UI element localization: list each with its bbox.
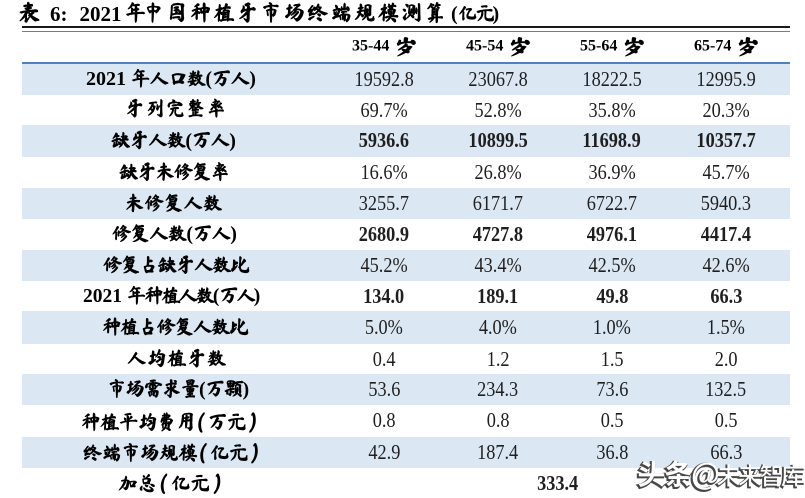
svg-text:35-44: 35-44 — [352, 38, 389, 55]
svg-text:65-74: 65-74 — [694, 38, 731, 55]
svg-text:(: ( — [186, 223, 193, 245]
svg-text:(: ( — [185, 130, 192, 152]
svg-text:(: ( — [213, 286, 220, 307]
svg-text:): ) — [493, 3, 500, 25]
svg-text:2021: 2021 — [86, 68, 126, 90]
svg-text:(: ( — [205, 68, 212, 90]
svg-text:): ) — [242, 379, 249, 401]
svg-text:(: ( — [199, 379, 206, 401]
svg-text:(: ( — [451, 3, 458, 25]
svg-text:2021: 2021 — [83, 286, 122, 307]
svg-text:): ) — [249, 68, 256, 90]
svg-text:): ) — [230, 223, 237, 245]
svg-text:2021: 2021 — [80, 2, 122, 26]
svg-text:45-54: 45-54 — [466, 38, 503, 55]
svg-text:): ) — [229, 130, 236, 152]
svg-text:55-64: 55-64 — [580, 38, 617, 55]
svg-text:): ) — [254, 286, 260, 307]
svg-text:6:: 6: — [50, 2, 68, 26]
